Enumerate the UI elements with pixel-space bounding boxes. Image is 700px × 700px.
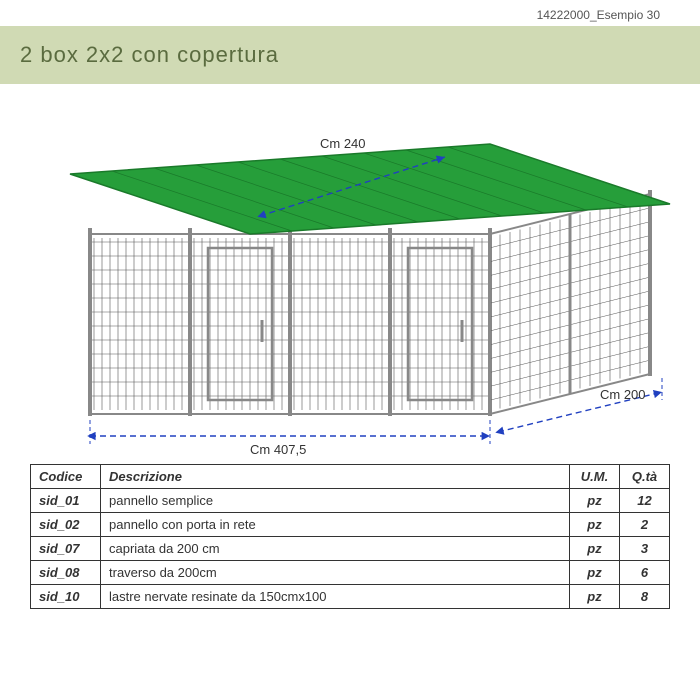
parts-table: Codice Descrizione U.M. Q.tà sid_01panne… [30,464,670,609]
document-id: 14222000_Esempio 30 [0,0,700,26]
col-qta: Q.tà [620,465,670,489]
cell-qty: 8 [620,585,670,609]
page-title: 2 box 2x2 con copertura [0,26,700,84]
cell-um: pz [570,585,620,609]
table-header-row: Codice Descrizione U.M. Q.tà [31,465,670,489]
cell-code: sid_01 [31,489,101,513]
cell-code: sid_10 [31,585,101,609]
cell-qty: 6 [620,561,670,585]
cell-um: pz [570,537,620,561]
table-row: sid_07capriata da 200 cmpz3 [31,537,670,561]
table-row: sid_01pannello semplicepz12 [31,489,670,513]
col-descr: Descrizione [101,465,570,489]
cell-descr: pannello con porta in rete [101,513,570,537]
cell-descr: traverso da 200cm [101,561,570,585]
side-dimension-label: Cm 200 [600,387,646,402]
cell-code: sid_02 [31,513,101,537]
col-codice: Codice [31,465,101,489]
cell-um: pz [570,561,620,585]
cell-code: sid_07 [31,537,101,561]
cell-qty: 2 [620,513,670,537]
cell-um: pz [570,513,620,537]
depth-dimension-label: Cm 240 [320,136,366,151]
cell-descr: pannello semplice [101,489,570,513]
table-row: sid_10lastre nervate resinate da 150cmx1… [31,585,670,609]
diagram: Cm 240 Cm 407,5 Cm 200 [0,84,700,464]
cell-um: pz [570,489,620,513]
cell-descr: lastre nervate resinate da 150cmx100 [101,585,570,609]
cell-qty: 12 [620,489,670,513]
table-row: sid_02pannello con porta in retepz2 [31,513,670,537]
width-dimension-label: Cm 407,5 [250,442,306,457]
table-row: sid_08traverso da 200cmpz6 [31,561,670,585]
parts-table-wrap: Codice Descrizione U.M. Q.tà sid_01panne… [0,464,700,609]
cell-qty: 3 [620,537,670,561]
cell-code: sid_08 [31,561,101,585]
col-um: U.M. [570,465,620,489]
cell-descr: capriata da 200 cm [101,537,570,561]
